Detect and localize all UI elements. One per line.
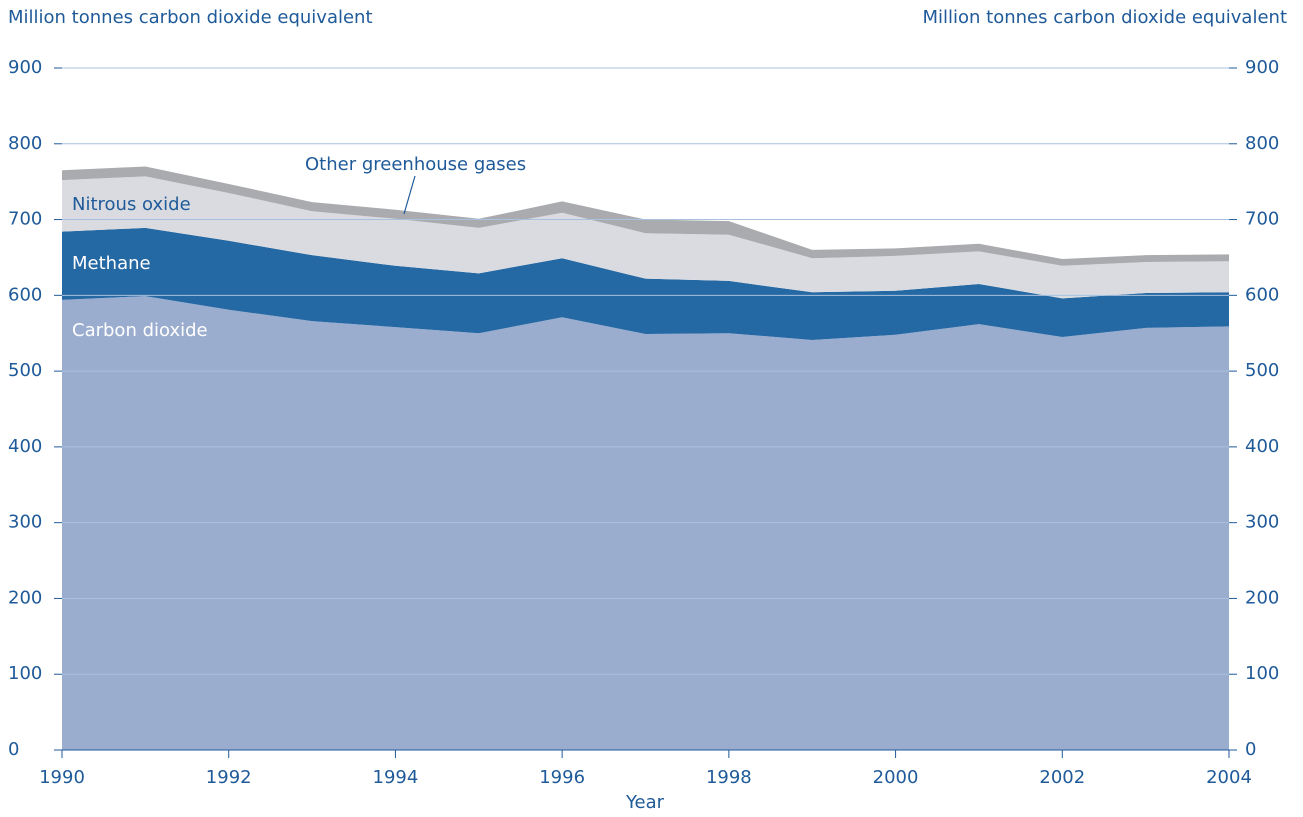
- series-label: Methane: [72, 253, 151, 274]
- y2-tick-label: 100: [1245, 663, 1279, 684]
- y2-tick-label: 700: [1245, 209, 1279, 230]
- x-tick-label: 1998: [706, 767, 752, 788]
- x-axis-title: Year: [625, 792, 665, 813]
- series-label: Other greenhouse gases: [305, 154, 526, 175]
- series-label: Nitrous oxide: [72, 194, 191, 215]
- y-tick-label: 700: [8, 209, 42, 230]
- y-tick-label: 800: [8, 133, 42, 154]
- y2-axis-title: Million tonnes carbon dioxide equivalent: [922, 7, 1287, 28]
- y2-tick-label: 300: [1245, 512, 1279, 533]
- areas: [62, 166, 1229, 750]
- y-tick-label: 200: [8, 587, 42, 608]
- y-tick-label: 900: [8, 57, 42, 78]
- y-axis-title: Million tonnes carbon dioxide equivalent: [8, 7, 373, 28]
- y-tick-label: 600: [8, 284, 42, 305]
- y-tick-label: 100: [8, 663, 42, 684]
- x-tick-label: 2002: [1039, 767, 1085, 788]
- grid: [62, 67, 1229, 675]
- x-tick-label: 2000: [873, 767, 919, 788]
- y2-tick-label: 800: [1245, 133, 1279, 154]
- y2-tick-label: 500: [1245, 360, 1279, 381]
- x-tick-label: 2004: [1206, 767, 1252, 788]
- y2-tick-label: 200: [1245, 587, 1279, 608]
- y-tick-label: 500: [8, 360, 42, 381]
- y2-tick-label: 600: [1245, 284, 1279, 305]
- y-tick-label: 0: [8, 739, 19, 760]
- x-tick-label: 1994: [373, 767, 419, 788]
- y2-tick-label: 900: [1245, 57, 1279, 78]
- x-tick-label: 1992: [206, 767, 252, 788]
- y2-tick-label: 400: [1245, 436, 1279, 457]
- area: [62, 166, 1229, 266]
- y-tick-label: 300: [8, 512, 42, 533]
- area: [62, 176, 1229, 299]
- series-label: Carbon dioxide: [72, 320, 208, 341]
- y2-tick-label: 0: [1245, 739, 1256, 760]
- leader-line: [403, 175, 416, 215]
- x-tick-label: 1990: [39, 767, 85, 788]
- x-tick-label: 1996: [539, 767, 585, 788]
- area: [62, 227, 1229, 341]
- y-tick-label: 400: [8, 436, 42, 457]
